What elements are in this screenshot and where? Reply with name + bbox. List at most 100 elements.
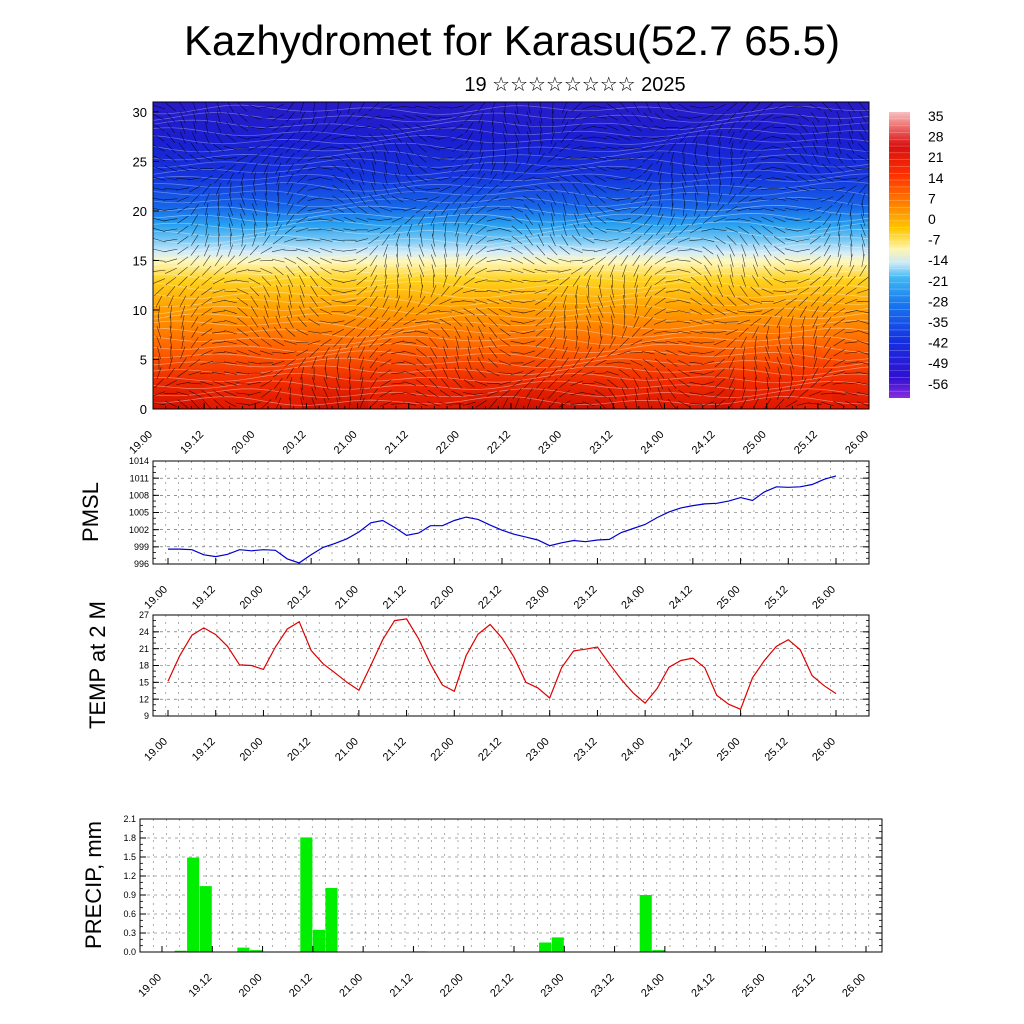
wind-barb: [833, 297, 845, 306]
wind-barb: [713, 339, 726, 346]
wind-barb: [190, 142, 199, 154]
wind-barb: [750, 164, 761, 173]
wind-barb: [858, 143, 868, 153]
wind-barb: [548, 398, 558, 409]
wind-barb: [559, 246, 570, 255]
wind-barb: [430, 285, 437, 298]
wind-barb: [429, 367, 438, 379]
wind-barb: [822, 286, 832, 297]
wind-barb: [731, 161, 733, 176]
wind-barb: [766, 335, 769, 349]
precip-x-tick-label: 24.00: [639, 972, 667, 1000]
wind-barb: [205, 213, 208, 227]
wind-barb: [371, 152, 377, 165]
wind-barb: [539, 110, 543, 124]
wind-barb: [347, 346, 353, 359]
wind-barb: [394, 172, 401, 185]
wind-barb: [682, 162, 686, 175]
wind-barb: [188, 390, 201, 397]
wind-barb: [240, 193, 245, 206]
wind-barb: [284, 237, 297, 243]
temp-grid: [153, 615, 869, 716]
wind-barb: [705, 162, 711, 175]
wind-barb: [546, 257, 559, 264]
wind-barb: [237, 317, 248, 327]
wind-barb: [606, 207, 619, 212]
wind-barb: [331, 289, 345, 294]
wind-barb: [776, 346, 783, 359]
wind-barb: [454, 264, 460, 278]
wind-barb: [860, 213, 866, 226]
wind-barb: [856, 381, 869, 385]
wind-barb: [704, 265, 712, 277]
wind-barb: [825, 121, 830, 134]
heatmap-contour-line: [153, 280, 869, 291]
wind-barb: [498, 381, 512, 386]
heatmap-contour-line: [153, 150, 869, 161]
wind-barb: [177, 225, 189, 234]
wind-barb: [405, 142, 414, 154]
wind-barb: [620, 377, 629, 389]
wind-barb: [856, 361, 869, 365]
wind-barb: [153, 144, 165, 152]
wind-barb: [263, 162, 270, 175]
wind-barb: [297, 265, 307, 276]
wind-barb: [224, 145, 237, 151]
wind-barb: [809, 391, 822, 397]
wind-barb: [551, 102, 554, 114]
precip-frame: [139, 818, 883, 953]
wind-barb: [237, 307, 248, 317]
wind-barb: [299, 285, 305, 298]
wind-barb: [487, 195, 500, 203]
wind-barb: [789, 356, 794, 370]
wind-barb: [785, 133, 798, 142]
wind-barb: [549, 305, 557, 318]
wind-barb: [285, 133, 295, 143]
wind-barb: [514, 111, 520, 124]
wind-barb: [657, 397, 663, 409]
wind-barb: [369, 296, 378, 307]
wind-barb: [725, 219, 739, 221]
wind-barb: [689, 319, 703, 325]
wind-barb: [369, 367, 378, 379]
wind-barb: [594, 146, 607, 150]
wind-barb: [369, 327, 379, 338]
wind-barb: [836, 141, 842, 155]
wind-barb: [319, 257, 333, 264]
wind-barb: [456, 243, 459, 257]
wind-barb: [845, 400, 858, 407]
wind-barb: [462, 401, 476, 406]
wind-barb: [739, 285, 748, 297]
wind-barb: [713, 320, 727, 324]
wind-barb: [563, 213, 567, 227]
wind-barb: [427, 125, 440, 130]
wind-barb: [535, 358, 547, 368]
wind-barb: [272, 235, 284, 245]
wind-barb: [701, 391, 715, 396]
wind-barb: [415, 187, 428, 191]
wind-barb: [679, 133, 689, 143]
wind-barb: [524, 214, 533, 226]
wind-barb: [252, 213, 257, 226]
wind-barb: [659, 182, 662, 196]
wind-barb: [844, 362, 858, 364]
wind-barb: [762, 276, 773, 286]
wind-barb: [522, 330, 536, 335]
wind-barb: [311, 387, 317, 400]
wind-barb: [761, 207, 774, 212]
wind-barb: [835, 152, 844, 164]
wind-barb: [642, 154, 654, 163]
wind-barb: [212, 299, 226, 304]
wind-barb: [607, 255, 617, 266]
wind-barb: [323, 377, 329, 390]
wind-barb: [666, 236, 678, 245]
wind-barb: [844, 341, 858, 344]
wind-barb: [307, 166, 321, 171]
wind-barb: [833, 164, 845, 173]
wind-barb: [535, 327, 546, 337]
wind-barb: [273, 143, 284, 153]
wind-barb: [297, 317, 307, 327]
wind-barb: [737, 319, 750, 325]
wind-barb: [154, 286, 164, 296]
